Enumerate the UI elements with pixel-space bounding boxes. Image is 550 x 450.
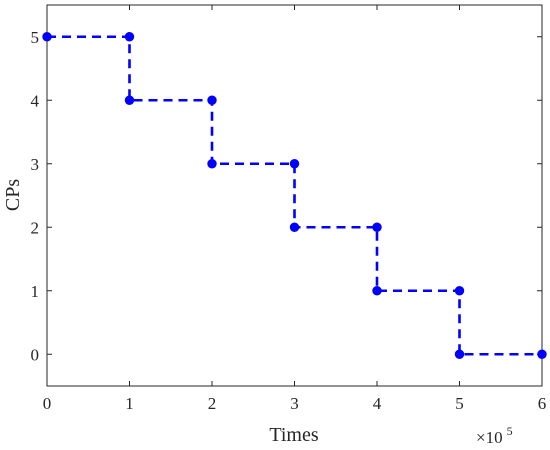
data-point [42, 32, 52, 42]
x-tick-label: 3 [290, 394, 299, 413]
data-point [124, 32, 135, 42]
data-point [289, 159, 300, 169]
y-axis-title: CPs [2, 179, 24, 211]
y-axis: 0 1 2 3 4 5 [31, 28, 542, 364]
series [42, 32, 547, 359]
x-multiplier-base: ×10 [476, 428, 503, 447]
x-tick-label: 5 [455, 394, 464, 413]
x-axis: 0 1 2 3 4 5 6 [43, 5, 547, 413]
data-point [372, 286, 382, 296]
data-point [124, 95, 135, 105]
y-tick-label: 3 [31, 155, 40, 174]
x-tick-label: 0 [43, 394, 52, 413]
data-point [454, 349, 465, 359]
data-point [537, 349, 547, 359]
x-tick-label: 1 [125, 394, 134, 413]
y-tick-label: 2 [31, 218, 40, 237]
y-tick-label: 0 [31, 345, 40, 364]
data-point [207, 95, 217, 105]
data-point [289, 222, 300, 232]
x-multiplier-label: ×10 5 [476, 424, 513, 447]
y-tick-label: 4 [31, 91, 40, 110]
series-line [47, 35, 542, 356]
x-tick-label: 6 [538, 394, 547, 413]
data-point [372, 222, 382, 232]
x-axis-title: Times [269, 424, 319, 446]
x-tick-label: 2 [208, 394, 217, 413]
data-point [207, 159, 217, 169]
y-tick-label: 1 [31, 282, 40, 301]
y-tick-label: 5 [31, 28, 40, 47]
x-tick-label: 4 [373, 394, 382, 413]
x-multiplier-exponent: 5 [507, 424, 513, 438]
data-point [454, 286, 465, 296]
